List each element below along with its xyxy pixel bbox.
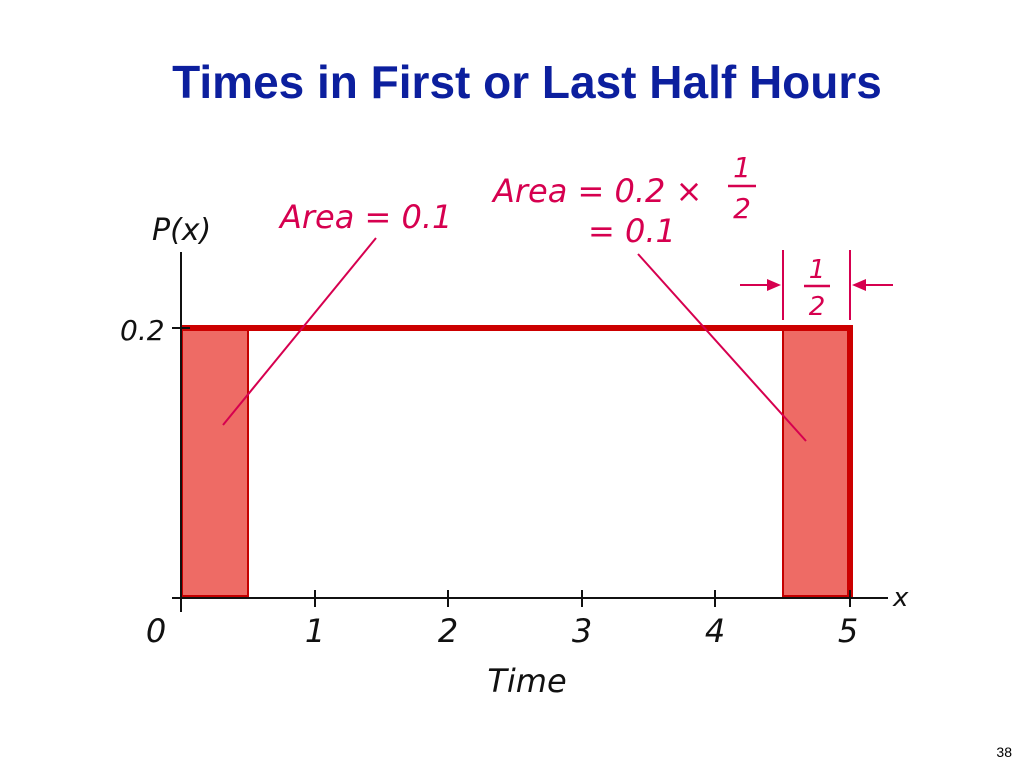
page-number: 38 <box>996 744 1012 760</box>
x-axis-title: Time <box>487 662 566 700</box>
x-tick-label-2: 2 <box>438 612 458 650</box>
fraction-numerator: 1 <box>733 151 751 184</box>
width-fraction-denominator: 2 <box>809 292 826 322</box>
shaded-region-last-half-hour <box>782 327 851 597</box>
shaded-region-first-half-hour <box>181 327 249 597</box>
x-tick-label-0: 0 <box>146 612 166 650</box>
x-tick-label-4: 4 <box>705 612 725 650</box>
fraction-denominator: 2 <box>733 192 751 225</box>
y-axis-label: P(x) <box>152 213 211 248</box>
right-leader-line <box>637 253 807 442</box>
y-tick-label: 0.2 <box>120 314 165 347</box>
x-tick-label-1: 1 <box>305 612 325 650</box>
x-axis-variable-label: x <box>892 583 909 613</box>
slide-title: Times in First or Last Half Hours <box>172 56 882 108</box>
right-area-annotation-line1: Area = 0.2 × <box>491 172 702 210</box>
left-area-annotation: Area = 0.1 <box>278 198 452 236</box>
x-tick-label-3: 3 <box>572 612 592 650</box>
width-fraction-numerator: 1 <box>809 255 826 285</box>
x-tick-label-5: 5 <box>838 612 858 650</box>
right-area-annotation-line2: = 0.1 <box>588 212 676 250</box>
width-arrow-left-head <box>767 279 781 291</box>
left-leader-line <box>222 237 377 426</box>
width-arrow-right-head <box>852 279 866 291</box>
